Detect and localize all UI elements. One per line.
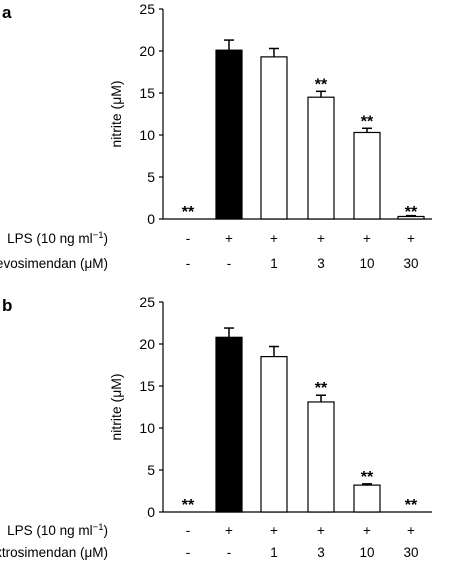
row-cell: + <box>225 231 233 246</box>
row-cell: 3 <box>317 545 325 560</box>
row-label: Dextrosimendan (μM) <box>0 545 108 560</box>
panel-label: b <box>2 296 12 315</box>
row-cell: 3 <box>317 256 325 271</box>
panel-b: b 0 5 10 15 20 25 nitrite (μM) ** ** ** ** LPS (10 n… <box>0 294 432 560</box>
row-label: LPS (10 ng ml−1) <box>7 230 108 246</box>
row-cell: + <box>317 231 325 246</box>
y-tick-label: 20 <box>139 336 155 352</box>
row-cell: 1 <box>270 256 278 271</box>
bar <box>307 96 335 220</box>
y-tick-label: 15 <box>139 85 155 101</box>
bar <box>260 356 288 513</box>
bar <box>215 49 243 220</box>
row-label-text: LPS (10 ng ml <box>7 523 93 538</box>
significance-marker: ** <box>361 113 374 130</box>
y-tick-label: 15 <box>139 378 155 394</box>
significance-marker: ** <box>315 380 328 397</box>
panel-a: a 0 5 10 15 20 25 nitrite (μM) ** ** ** ** LPS (10 n… <box>0 1 432 271</box>
row-cell: 10 <box>359 545 374 560</box>
row-label-superscript: −1 <box>93 522 104 533</box>
y-tick-label: 10 <box>139 420 155 436</box>
y-tick-label: 5 <box>147 169 155 185</box>
row-label: Levosimendan (μM) <box>0 256 108 271</box>
row-label: LPS (10 ng ml−1) <box>7 522 108 538</box>
row-cell: - <box>186 231 191 246</box>
y-axis-title: nitrite (μM) <box>108 373 124 440</box>
row-cell: + <box>225 523 233 538</box>
row-label-tail: ) <box>104 231 109 246</box>
bar <box>353 484 381 513</box>
row-label-text: LPS (10 ng ml <box>7 231 93 246</box>
y-axis-title: nitrite (μM) <box>108 80 124 147</box>
row-cell: + <box>317 523 325 538</box>
row-cell: 10 <box>359 256 374 271</box>
significance-marker: ** <box>182 204 195 221</box>
significance-marker: ** <box>182 497 195 514</box>
significance-marker: ** <box>405 497 418 514</box>
row-cell: 1 <box>270 545 278 560</box>
row-cell: + <box>407 523 415 538</box>
row-cell: + <box>363 231 371 246</box>
y-tick-label: 25 <box>139 294 155 310</box>
row-label-tail: ) <box>104 523 109 538</box>
row-cell: + <box>270 523 278 538</box>
y-tick-label: 0 <box>147 504 155 520</box>
y-tick-label: 0 <box>147 211 155 227</box>
bar <box>353 131 381 220</box>
y-tick-label: 20 <box>139 43 155 59</box>
significance-marker: ** <box>315 76 328 93</box>
row-cell: - <box>186 523 191 538</box>
row-cell: 30 <box>403 545 418 560</box>
row-cell: - <box>186 545 191 560</box>
row-cell: + <box>363 523 371 538</box>
row-cell: - <box>186 256 191 271</box>
y-tick-label: 25 <box>139 1 155 17</box>
bar <box>307 401 335 513</box>
row-cell: - <box>227 545 232 560</box>
row-label-superscript: −1 <box>93 230 104 241</box>
bar <box>215 336 243 513</box>
y-tick-label: 10 <box>139 127 155 143</box>
significance-marker: ** <box>405 204 418 221</box>
bar <box>260 56 288 220</box>
panel-label: a <box>2 3 12 22</box>
row-cell: - <box>227 256 232 271</box>
row-cell: + <box>407 231 415 246</box>
significance-marker: ** <box>361 469 374 486</box>
y-tick-label: 5 <box>147 462 155 478</box>
row-cell: + <box>270 231 278 246</box>
row-cell: 30 <box>403 256 418 271</box>
